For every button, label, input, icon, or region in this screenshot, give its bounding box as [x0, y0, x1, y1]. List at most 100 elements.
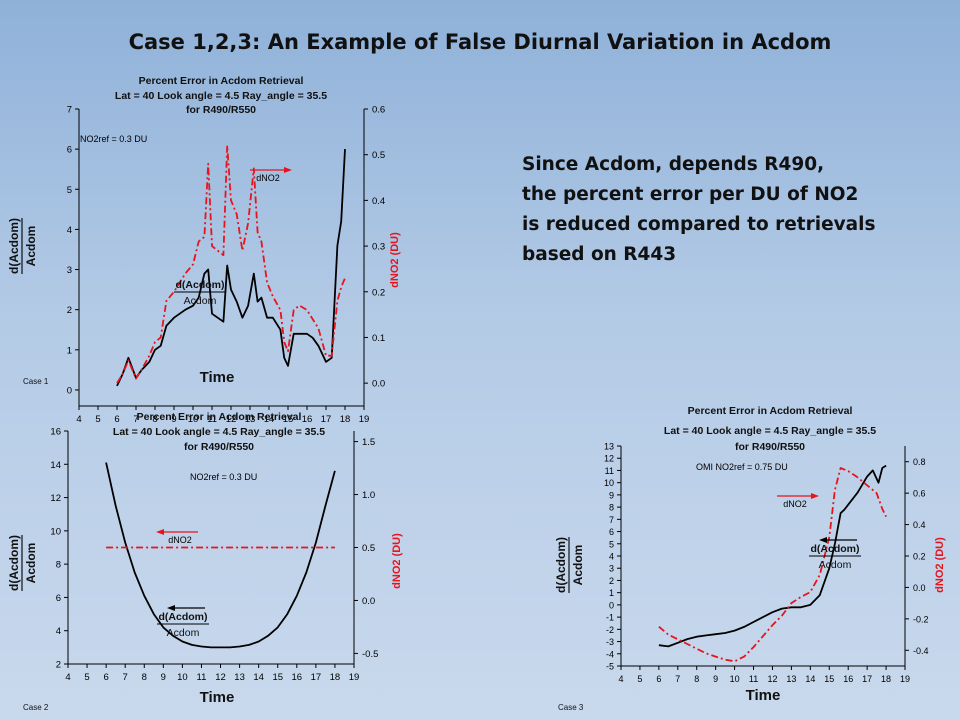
y-tick-label: 1 — [67, 345, 72, 356]
y-label-top: d(Acdom) — [7, 218, 21, 274]
y-label-bottom: Acdom — [571, 545, 585, 586]
y-tick-label: -1 — [606, 613, 614, 623]
acdom-arrow-head — [167, 605, 175, 611]
x-tick-label: 10 — [177, 672, 188, 683]
x-tick-label: 12 — [215, 672, 226, 683]
body-line: based on R443 — [522, 244, 677, 265]
y-tick-label: 2 — [56, 660, 61, 671]
acdom-arrow-head — [819, 537, 827, 543]
x-tick-label: 6 — [103, 672, 108, 683]
x-tick-label: 10 — [188, 414, 199, 425]
y-tick-label: 0 — [609, 600, 614, 610]
acdom-annotation-bottom: Acdom — [167, 627, 200, 639]
x-tick-label: 9 — [171, 414, 176, 425]
y-tick-label: 4 — [56, 626, 61, 637]
body-line: Since Acdom, depends R490, — [522, 154, 825, 175]
body-line: the percent error per DU of NO2 — [522, 184, 859, 205]
x-tick-label: 10 — [730, 674, 740, 684]
x-tick-label: 5 — [84, 672, 89, 683]
y-tick-label: 8 — [56, 560, 61, 571]
x-tick-label: 13 — [786, 674, 796, 684]
y-tick-label: -3 — [606, 637, 614, 647]
x-tick-label: 5 — [637, 674, 642, 684]
chart-title-line: Lat = 40 Look angle = 4.5 Ray_angle = 35… — [115, 90, 327, 102]
x-tick-label: 16 — [302, 414, 313, 425]
y-tick-label: -4 — [606, 649, 614, 659]
y2-tick-label: 1.5 — [362, 437, 375, 448]
x-tick-label: 14 — [805, 674, 815, 684]
y-tick-label: 6 — [56, 593, 61, 604]
y-tick-label: 5 — [67, 185, 72, 196]
x-tick-label: 9 — [161, 672, 166, 683]
y-tick-label: 12 — [50, 493, 61, 504]
y2-tick-label: 1.0 — [362, 490, 375, 501]
ref-note: NO2ref = 0.3 DU — [80, 134, 147, 144]
y-tick-label: 6 — [67, 145, 72, 156]
y-axis-label: d(Acdom) Acdom — [7, 218, 38, 274]
y2-tick-label: 0.4 — [372, 196, 385, 207]
x-tick-label: 17 — [862, 674, 872, 684]
x-tick-label: 15 — [824, 674, 834, 684]
y-tick-label: -2 — [606, 625, 614, 635]
x-tick-label: 11 — [207, 414, 217, 425]
slide-body-text: Since Acdom, depends R490, the percent e… — [522, 150, 942, 270]
y-tick-label: 11 — [605, 466, 614, 476]
dno2-arrow-head — [811, 493, 819, 499]
x-tick-label: 15 — [272, 672, 283, 683]
y-axis-label: d(Acdom) Acdom — [7, 535, 38, 591]
slide-title: Case 1,2,3: An Example of False Diurnal … — [128, 30, 832, 54]
x-tick-label: 4 — [65, 672, 70, 683]
y2-axis-label: dNO2 (DU) — [391, 533, 403, 589]
chart-title-line: Lat = 40 Look angle = 4.5 Ray_angle = 35… — [664, 425, 876, 437]
x-tick-label: 13 — [245, 414, 256, 425]
y-tick-label: 5 — [609, 539, 614, 549]
y2-tick-label: 0.1 — [372, 333, 385, 344]
chart-title-line: Percent Error in Acdom Retrieval — [688, 405, 853, 417]
x-tick-label: 19 — [900, 674, 910, 684]
x-tick-label: 13 — [234, 672, 245, 683]
series-line-dno2 — [658, 467, 887, 663]
y2-tick-label: 0.5 — [372, 150, 385, 161]
y2-tick-label: 0.0 — [372, 379, 385, 390]
x-tick-label: 6 — [114, 414, 119, 425]
y2-tick-label: 0.3 — [372, 242, 385, 253]
x-axis-label: Time — [200, 689, 235, 706]
ref-note: NO2ref = 0.3 DU — [190, 472, 257, 482]
x-tick-label: 11 — [749, 674, 758, 684]
x-tick-label: 14 — [264, 414, 275, 425]
chart-case-1: Percent Error in Acdom Retrieval Lat = 40… — [7, 75, 401, 425]
dno2-annotation: dNO2 — [168, 535, 192, 545]
x-tick-label: 12 — [226, 414, 237, 425]
y-tick-label: 3 — [67, 265, 72, 276]
y-tick-label: 8 — [609, 503, 614, 513]
x-tick-label: 4 — [618, 674, 623, 684]
y2-tick-label: 0.5 — [362, 543, 375, 554]
acdom-annotation-top: d(Acdom) — [811, 543, 860, 555]
x-tick-label: 9 — [713, 674, 718, 684]
x-tick-label: 14 — [253, 672, 264, 683]
dno2-arrow-head — [156, 529, 164, 535]
acdom-annotation-top: d(Acdom) — [159, 611, 208, 623]
series-line-dno2 — [116, 144, 346, 384]
y-tick-label: -5 — [606, 662, 614, 672]
y-tick-label: 7 — [609, 515, 614, 525]
x-tick-label: 17 — [321, 414, 332, 425]
y2-tick-label: -0.2 — [913, 614, 929, 624]
x-axis-label: Time — [200, 369, 235, 386]
series-line-dacdom — [658, 464, 887, 648]
case-label: Case 1 — [23, 377, 49, 386]
y-tick-label: 7 — [67, 105, 72, 116]
y2-tick-label: 0.4 — [913, 520, 926, 530]
y-tick-label: 6 — [609, 527, 614, 537]
x-tick-label: 19 — [359, 414, 370, 425]
y-tick-label: 9 — [609, 490, 614, 500]
x-tick-label: 7 — [123, 672, 128, 683]
x-axis-label: Time — [746, 687, 781, 704]
x-tick-label: 18 — [330, 672, 341, 683]
x-tick-label: 15 — [283, 414, 294, 425]
y-axis-label: d(Acdom) Acdom — [554, 537, 585, 593]
acdom-annotation-top: d(Acdom) — [176, 279, 225, 291]
y-label-top: d(Acdom) — [7, 535, 21, 591]
y-tick-label: 1 — [609, 588, 614, 598]
x-tick-label: 5 — [95, 414, 100, 425]
